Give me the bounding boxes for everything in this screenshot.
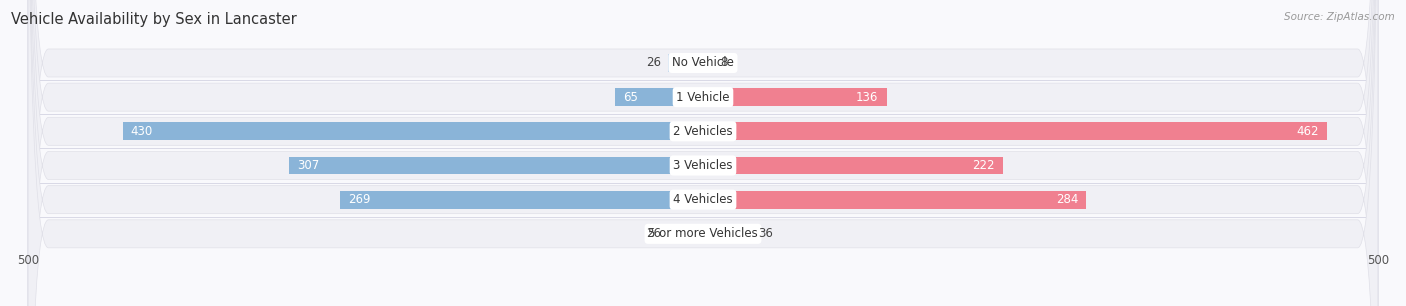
Text: 4 Vehicles: 4 Vehicles xyxy=(673,193,733,206)
Bar xyxy=(340,191,703,209)
Text: 284: 284 xyxy=(1056,193,1078,206)
Bar xyxy=(122,122,703,140)
Text: 462: 462 xyxy=(1296,125,1319,138)
FancyBboxPatch shape xyxy=(28,0,1378,306)
Text: 36: 36 xyxy=(758,227,773,240)
Text: 26: 26 xyxy=(647,227,661,240)
Bar xyxy=(703,191,1087,209)
FancyBboxPatch shape xyxy=(28,0,1378,306)
Bar xyxy=(703,122,1327,140)
Bar xyxy=(703,54,714,72)
Bar xyxy=(668,54,703,72)
Text: 3 Vehicles: 3 Vehicles xyxy=(673,159,733,172)
Text: No Vehicle: No Vehicle xyxy=(672,57,734,69)
Text: 222: 222 xyxy=(972,159,994,172)
Bar xyxy=(288,157,703,174)
FancyBboxPatch shape xyxy=(28,0,1378,306)
Text: 2 Vehicles: 2 Vehicles xyxy=(673,125,733,138)
Text: 1 Vehicle: 1 Vehicle xyxy=(676,91,730,104)
Text: 430: 430 xyxy=(131,125,153,138)
Text: Source: ZipAtlas.com: Source: ZipAtlas.com xyxy=(1284,12,1395,22)
Text: 269: 269 xyxy=(349,193,371,206)
FancyBboxPatch shape xyxy=(28,0,1378,306)
Bar xyxy=(668,225,703,243)
FancyBboxPatch shape xyxy=(28,0,1378,306)
Text: Vehicle Availability by Sex in Lancaster: Vehicle Availability by Sex in Lancaster xyxy=(11,12,297,27)
Text: 26: 26 xyxy=(647,57,661,69)
FancyBboxPatch shape xyxy=(28,0,1378,306)
Text: 136: 136 xyxy=(856,91,879,104)
Bar xyxy=(703,225,752,243)
Text: 8: 8 xyxy=(720,57,728,69)
Text: 307: 307 xyxy=(297,159,319,172)
Bar xyxy=(703,157,1002,174)
Text: 65: 65 xyxy=(623,91,638,104)
Bar xyxy=(616,88,703,106)
Bar xyxy=(703,88,887,106)
Text: 5 or more Vehicles: 5 or more Vehicles xyxy=(648,227,758,240)
